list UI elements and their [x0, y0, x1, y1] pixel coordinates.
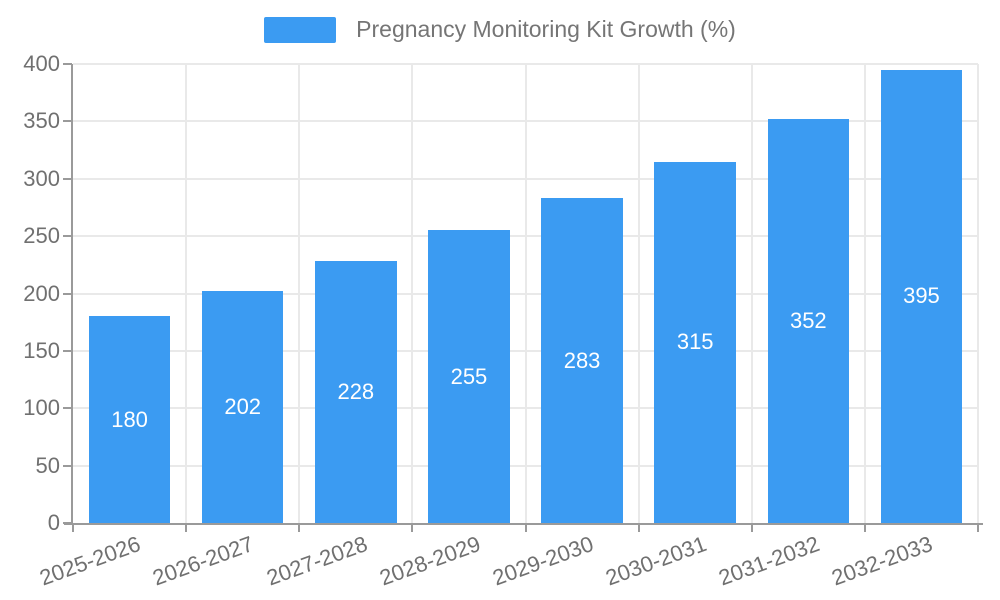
bar-category-cell: 352 — [752, 64, 865, 523]
legend[interactable]: Pregnancy Monitoring Kit Growth (%) — [0, 16, 1000, 44]
y-axis-tick-label: 400 — [23, 51, 60, 76]
bar-value-label: 315 — [676, 329, 714, 355]
bar[interactable]: 255 — [428, 230, 510, 523]
bar-series: 180 202 228 255 283 315 352 395 — [73, 64, 978, 523]
gridline-vertical — [298, 64, 301, 523]
bar-value-label: 352 — [789, 308, 827, 334]
bar[interactable]: 202 — [201, 291, 284, 523]
x-axis-tick-mark — [411, 523, 414, 532]
x-axis-tick-mark — [863, 523, 866, 532]
x-axis-tick-mark — [977, 523, 979, 532]
y-axis-tick-label: 0 — [47, 510, 60, 535]
bar[interactable]: 352 — [767, 119, 850, 523]
x-axis-category-label: 2029-2030 — [489, 531, 597, 591]
bar-category-cell: 315 — [639, 64, 752, 523]
y-axis-tick-mark — [63, 522, 72, 524]
x-axis-category-label: 2026-2027 — [149, 531, 258, 591]
bar-category-cell: 180 — [73, 64, 186, 523]
gridline-vertical — [637, 64, 640, 523]
legend-swatch — [264, 16, 337, 43]
y-axis-tick-mark — [63, 349, 72, 352]
gridline-vertical — [750, 64, 753, 523]
y-axis-tick-mark — [63, 235, 72, 238]
y-axis-tick-mark — [63, 120, 72, 123]
x-axis-line — [64, 523, 983, 525]
bar-value-label: 395 — [903, 283, 940, 309]
x-axis-category-label: 2032-2033 — [828, 531, 936, 591]
x-axis-tick-mark — [637, 523, 640, 532]
x-axis-tick-mark — [524, 523, 527, 532]
y-axis-tick-mark — [63, 292, 72, 295]
y-axis-tick-mark — [63, 63, 72, 65]
bar-category-cell: 202 — [186, 64, 299, 523]
bar-value-label: 255 — [450, 363, 488, 389]
y-axis-tick-mark — [63, 177, 72, 180]
bar[interactable]: 228 — [315, 261, 397, 523]
bar-category-cell: 228 — [299, 64, 412, 523]
bar-category-cell: 395 — [865, 64, 978, 523]
y-axis-tick-label: 150 — [23, 337, 60, 363]
y-axis-tick-label: 50 — [35, 452, 60, 478]
y-axis-line — [71, 64, 73, 525]
bar[interactable]: 395 — [880, 69, 963, 523]
x-axis-category-label: 2025-2026 — [36, 531, 145, 591]
bar[interactable]: 180 — [88, 316, 171, 523]
y-axis-tick-mark — [63, 464, 72, 467]
gridline-vertical — [524, 64, 527, 523]
y-axis-tick-label: 250 — [23, 223, 60, 249]
x-axis-tick-mark — [72, 523, 74, 532]
y-axis-tick-label: 350 — [23, 108, 60, 134]
y-axis-tick-label: 300 — [23, 165, 60, 191]
plot-area: 180 202 228 255 283 315 352 395 — [73, 63, 979, 523]
x-axis-tick-mark — [185, 523, 188, 532]
bar[interactable]: 315 — [654, 161, 736, 523]
gridline-vertical — [977, 64, 979, 523]
bar-value-label: 180 — [111, 406, 148, 432]
bar-value-label: 283 — [563, 347, 601, 373]
bar-value-label: 228 — [337, 379, 375, 405]
bar[interactable]: 283 — [541, 198, 623, 523]
legend-label: Pregnancy Monitoring Kit Growth (%) — [356, 16, 736, 42]
x-axis-tick-mark — [298, 523, 301, 532]
bar-category-cell: 283 — [526, 64, 639, 523]
bar-category-cell: 255 — [412, 64, 525, 523]
y-axis-tick-label: 100 — [23, 395, 60, 421]
gridline-vertical — [863, 64, 866, 523]
gridline-vertical — [411, 64, 414, 523]
x-axis-category-label: 2031-2032 — [715, 531, 823, 591]
bar-value-label: 202 — [224, 394, 262, 420]
x-axis-category-label: 2030-2031 — [602, 531, 710, 591]
x-axis-category-label: 2027-2028 — [262, 531, 371, 591]
y-axis-tick-mark — [63, 407, 72, 410]
x-axis-category-label: 2028-2029 — [376, 531, 484, 591]
y-axis-tick-label: 200 — [23, 280, 60, 306]
gridline-vertical — [185, 64, 188, 523]
x-axis-tick-mark — [750, 523, 753, 532]
